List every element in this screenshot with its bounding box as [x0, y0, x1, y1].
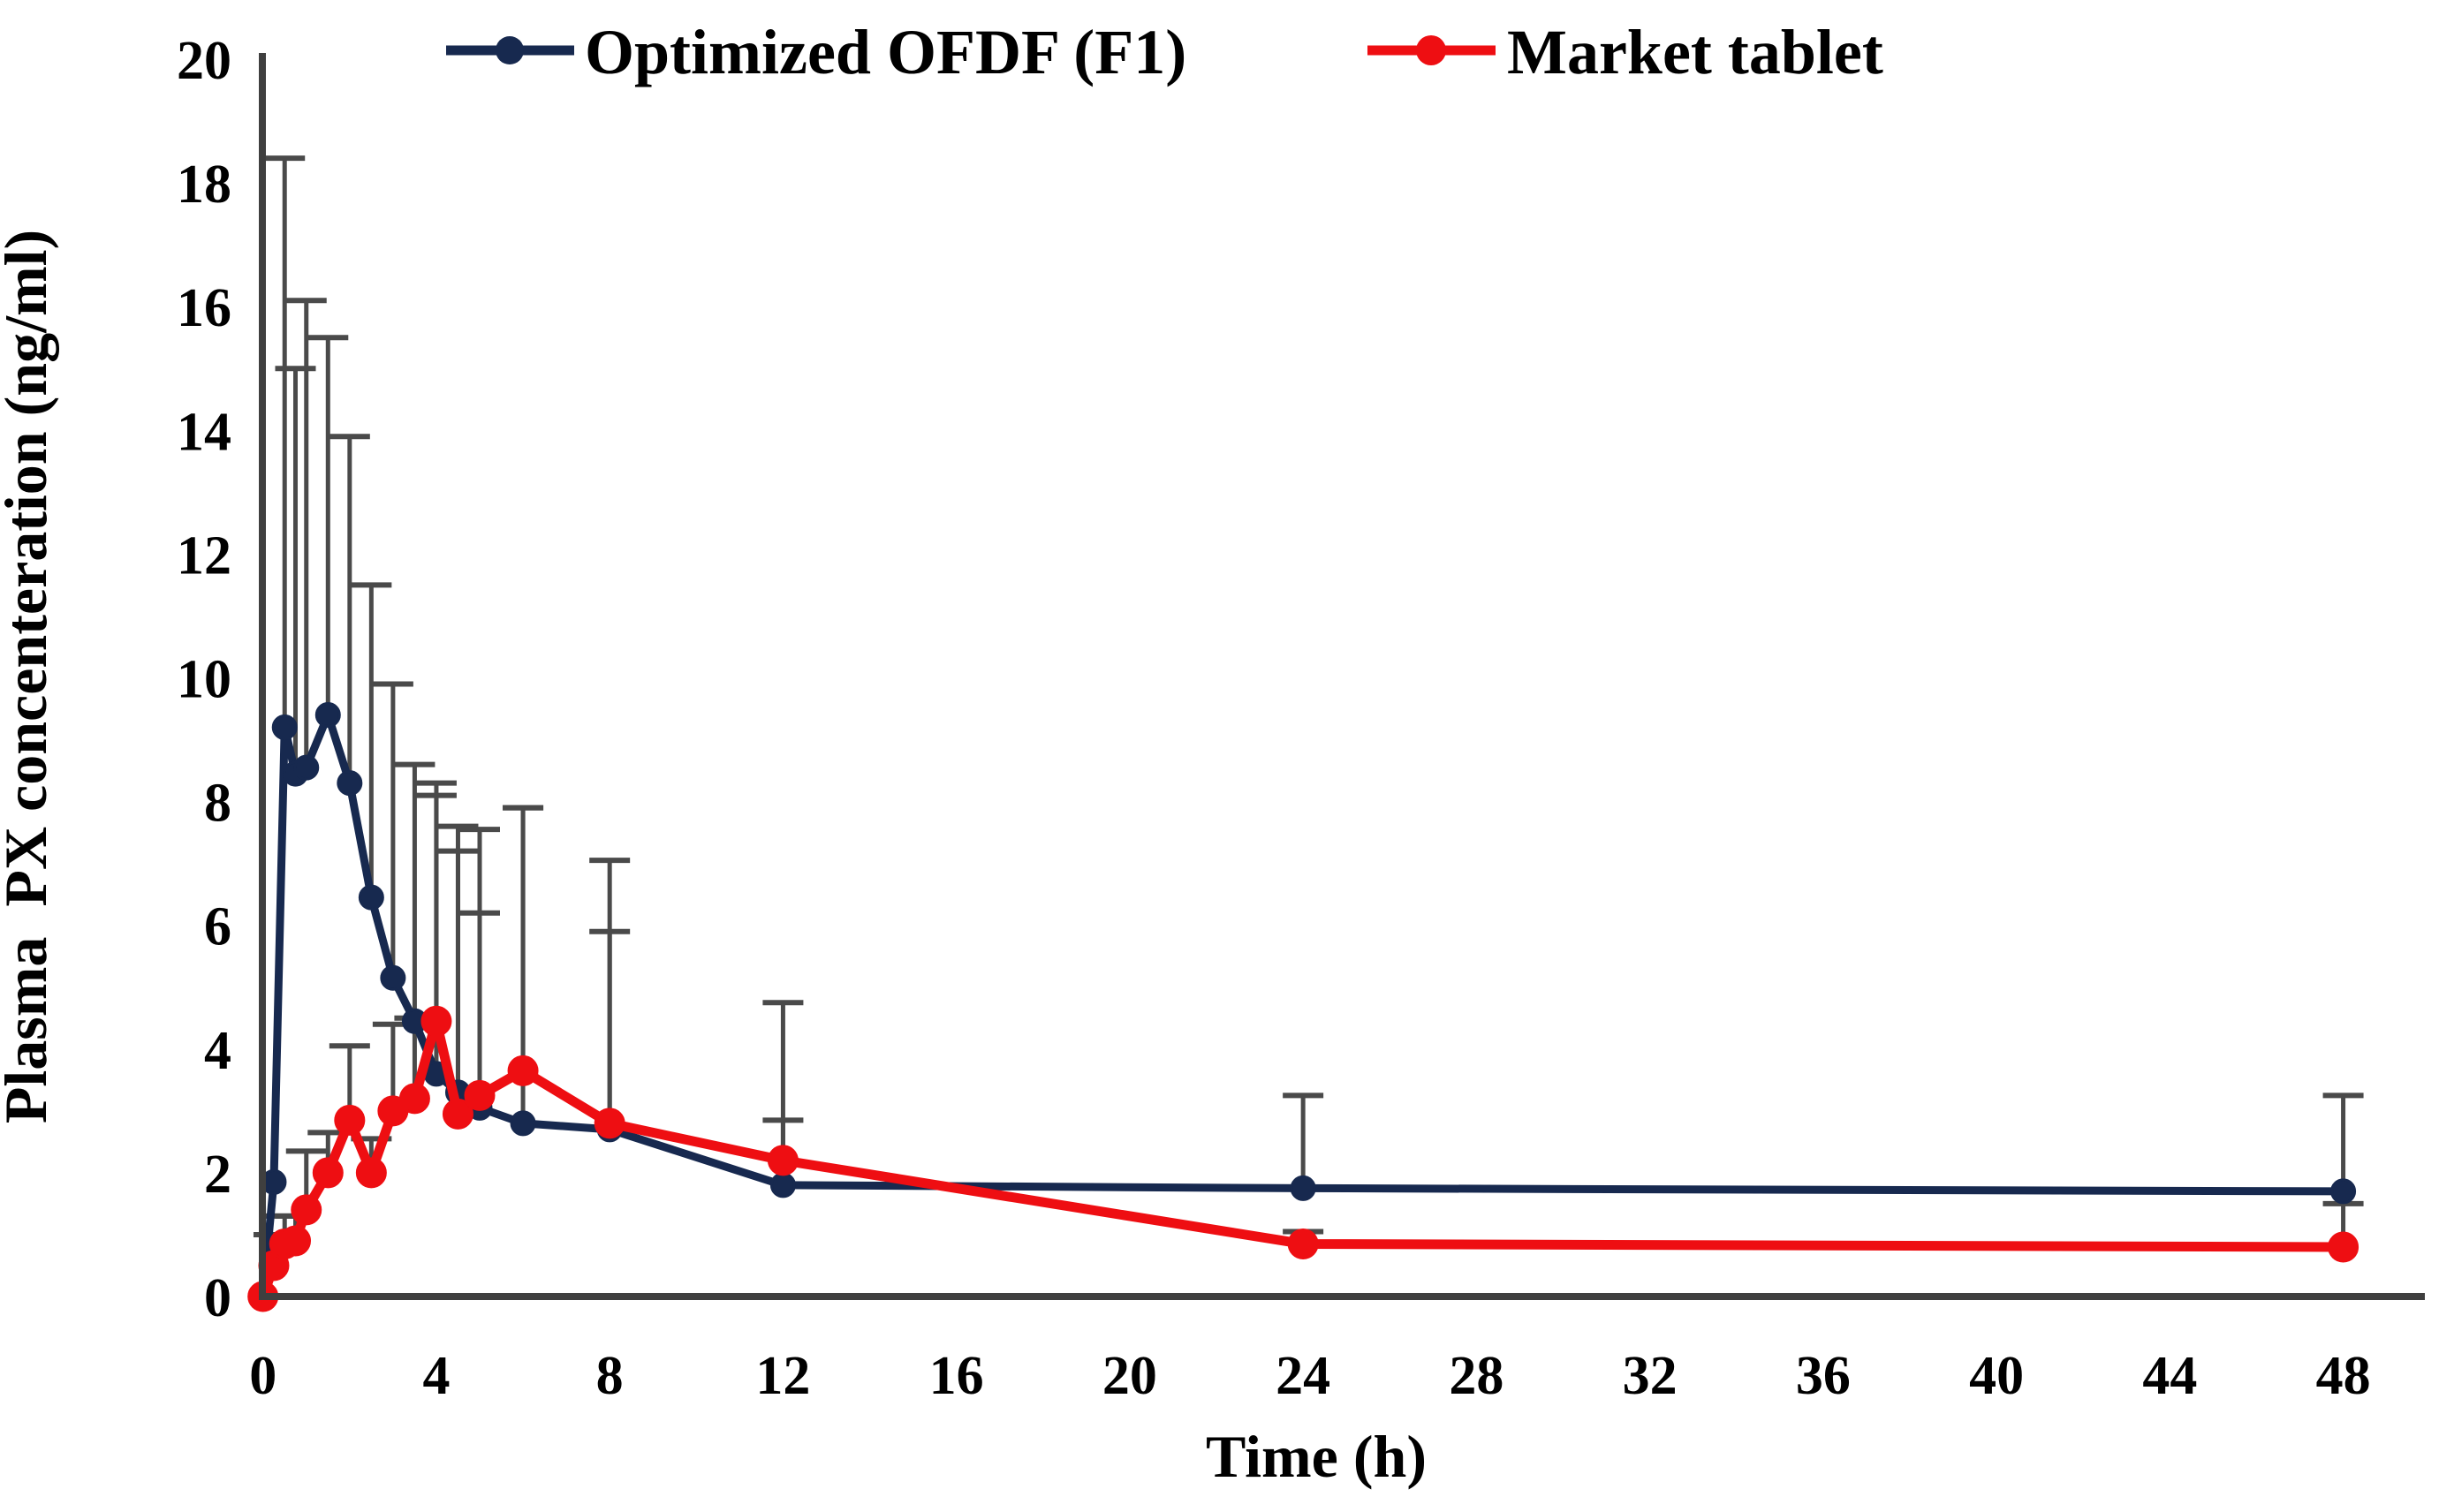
legend-item-optimized-ofdf: Optimized OFDF (F1)	[446, 17, 1186, 87]
x-tick-label-12: 12	[755, 1346, 810, 1406]
y-tick-label-6: 6	[204, 897, 231, 957]
x-tick-label-28: 28	[1449, 1346, 1503, 1406]
data-point-s1-t6	[507, 1055, 539, 1086]
data-point-s1-t1.5	[312, 1157, 344, 1189]
y-axis-title: Plasma PX concenteration (ng/ml)	[0, 230, 59, 1123]
data-point-s1-t0.75	[279, 1225, 311, 1257]
series-line-optimized-ofdf	[259, 711, 2348, 1301]
data-point-s1-t1	[291, 1194, 322, 1226]
y-tick-label-4: 4	[204, 1021, 231, 1081]
y-tick-label-10: 10	[177, 650, 231, 710]
data-point-s0-t3	[380, 964, 406, 991]
legend-swatch-marker-optimized-ofdf	[496, 36, 524, 64]
x-tick-label-4: 4	[422, 1346, 450, 1406]
x-tick-label-16: 16	[929, 1346, 984, 1406]
legend-swatch-marker-market-tablet	[1416, 35, 1446, 65]
data-point-s0-t0.5	[271, 714, 298, 741]
data-point-s0-t12	[769, 1172, 796, 1198]
y-tick-label-20: 20	[177, 31, 231, 91]
y-tick-label-2: 2	[204, 1145, 231, 1205]
data-point-s1-t24	[1287, 1228, 1319, 1259]
data-point-s0-t24	[1290, 1175, 1316, 1201]
y-tick-label-18: 18	[177, 155, 231, 215]
x-tick-label-24: 24	[1276, 1346, 1330, 1406]
series-market-tablet	[247, 1005, 2359, 1312]
data-point-s1-t4.5	[442, 1098, 473, 1130]
axes	[259, 53, 2425, 1300]
legend-item-market-tablet: Market tablet	[1367, 17, 1883, 87]
data-point-s1-t2.5	[355, 1157, 387, 1189]
data-point-s1-t8	[594, 1108, 625, 1139]
data-point-s1-t2	[334, 1104, 366, 1136]
data-point-s0-t1.5	[314, 702, 341, 729]
data-point-s1-t5	[464, 1079, 496, 1111]
y-tick-label-12: 12	[177, 525, 231, 586]
x-tick-label-20: 20	[1102, 1346, 1157, 1406]
data-point-s0-t2.5	[358, 884, 384, 911]
x-tick-label-44: 44	[2142, 1346, 2197, 1406]
y-tick-label-16: 16	[177, 278, 231, 338]
legend-label-market-tablet: Market tablet	[1507, 17, 1883, 87]
data-point-s0-t48	[2330, 1178, 2357, 1205]
x-tick-label-36: 36	[1796, 1346, 1851, 1406]
data-point-s0-t2	[337, 770, 363, 797]
y-tick-label-14: 14	[177, 402, 231, 462]
x-tick-label-32: 32	[1623, 1346, 1678, 1406]
series-optimized-ofdf	[250, 702, 2357, 1310]
x-tick-label-0: 0	[249, 1346, 276, 1406]
data-point-s1-t4	[420, 1005, 452, 1037]
legend: Optimized OFDF (F1) Market tablet	[446, 17, 1883, 87]
x-tick-label-48: 48	[2316, 1346, 2371, 1406]
x-tick-label-8: 8	[596, 1346, 624, 1406]
legend-label-optimized-ofdf: Optimized OFDF (F1)	[585, 17, 1186, 87]
x-axis-title: Time (h)	[1206, 1423, 1427, 1490]
data-point-s1-t3.5	[398, 1083, 430, 1115]
data-point-s0-t6	[510, 1110, 536, 1137]
y-tick-label-8: 8	[204, 774, 231, 834]
data-point-s1-t12	[767, 1145, 799, 1176]
data-point-s1-t48	[2328, 1231, 2359, 1263]
data-point-s0-t1	[293, 754, 320, 781]
y-tick-label-0: 0	[204, 1268, 231, 1328]
x-tick-label-40: 40	[1969, 1346, 2024, 1406]
